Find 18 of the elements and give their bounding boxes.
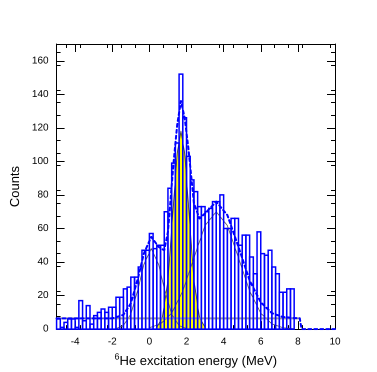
y-tick-label: 0 (43, 324, 50, 335)
x-tick-label: 4 (220, 336, 227, 348)
y-tick-label: 80 (37, 189, 50, 200)
x-tick-label: 0 (146, 336, 153, 348)
x-tick-label: -4 (70, 336, 80, 348)
x-tick-label: 6 (258, 336, 264, 348)
y-tick-label: 140 (32, 88, 50, 100)
x-tick-label: -2 (108, 336, 118, 348)
y-tick-label: 120 (32, 122, 50, 134)
y-tick-label: 160 (32, 55, 50, 66)
y-tick-label: 100 (32, 156, 50, 167)
y-tick-label: 60 (37, 222, 50, 234)
x-tick-label: 8 (295, 336, 302, 348)
y-axis-title: Counts (7, 165, 22, 208)
y-tick-label: 40 (37, 256, 50, 268)
x-tick-label: 2 (184, 336, 190, 348)
x-tick-label: 10 (329, 336, 341, 348)
y-tick-label: 20 (37, 290, 50, 302)
